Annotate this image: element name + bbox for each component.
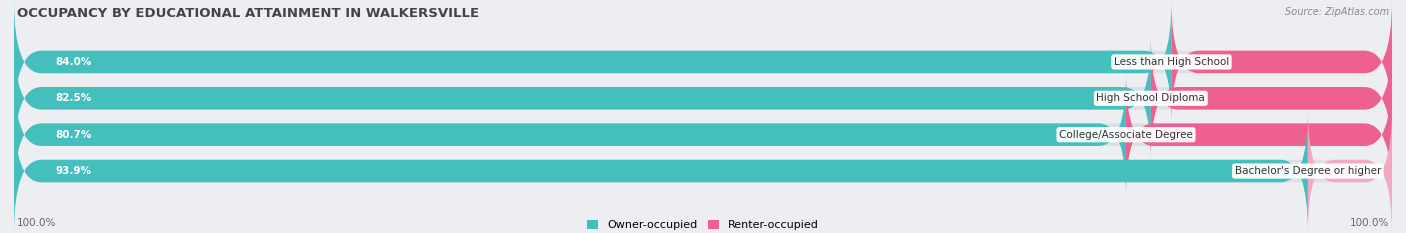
Text: 82.5%: 82.5%: [55, 93, 91, 103]
FancyBboxPatch shape: [1171, 0, 1392, 123]
FancyBboxPatch shape: [1126, 73, 1392, 196]
FancyBboxPatch shape: [14, 0, 1171, 123]
Text: High School Diploma: High School Diploma: [1097, 93, 1205, 103]
Text: 100.0%: 100.0%: [17, 218, 56, 228]
FancyBboxPatch shape: [14, 110, 1308, 233]
FancyBboxPatch shape: [14, 0, 1392, 123]
FancyBboxPatch shape: [14, 73, 1392, 196]
Text: 100.0%: 100.0%: [1350, 218, 1389, 228]
Text: College/Associate Degree: College/Associate Degree: [1059, 130, 1192, 140]
Text: 80.7%: 80.7%: [55, 130, 91, 140]
FancyBboxPatch shape: [14, 37, 1392, 160]
Text: Bachelor's Degree or higher: Bachelor's Degree or higher: [1234, 166, 1381, 176]
FancyBboxPatch shape: [1308, 110, 1392, 233]
FancyBboxPatch shape: [14, 110, 1392, 233]
Legend: Owner-occupied, Renter-occupied: Owner-occupied, Renter-occupied: [586, 220, 820, 230]
Text: OCCUPANCY BY EDUCATIONAL ATTAINMENT IN WALKERSVILLE: OCCUPANCY BY EDUCATIONAL ATTAINMENT IN W…: [17, 7, 479, 20]
Text: Source: ZipAtlas.com: Source: ZipAtlas.com: [1285, 7, 1389, 17]
FancyBboxPatch shape: [14, 73, 1126, 196]
Text: Less than High School: Less than High School: [1114, 57, 1229, 67]
Text: 84.0%: 84.0%: [55, 57, 91, 67]
FancyBboxPatch shape: [14, 37, 1152, 160]
Text: 93.9%: 93.9%: [55, 166, 91, 176]
FancyBboxPatch shape: [1152, 37, 1392, 160]
